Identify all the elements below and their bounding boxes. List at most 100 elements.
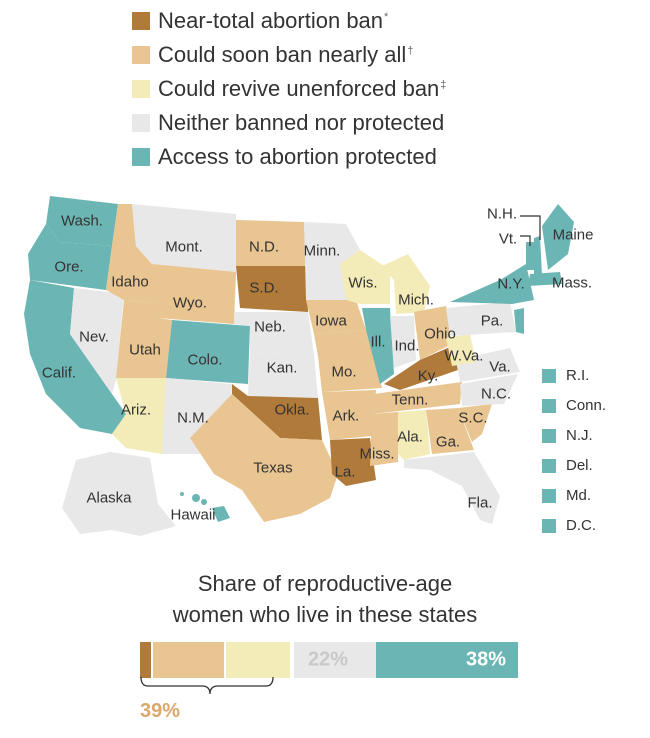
bracket-line <box>140 676 274 695</box>
state-ariz <box>112 378 166 454</box>
label-la: La. <box>334 463 356 481</box>
state-wash <box>46 196 118 246</box>
swatch-could-soon-ban <box>132 46 150 64</box>
swatch-protected <box>132 148 150 166</box>
state-wva <box>446 334 476 366</box>
us-map-shapes <box>24 196 574 536</box>
state-hawaii <box>212 506 230 522</box>
segment-near-total-ban <box>140 642 153 678</box>
swatch-protected <box>542 518 556 533</box>
state-mass <box>528 272 562 286</box>
leader-vt <box>520 235 531 246</box>
share-title-line1: Share of reproductive-age <box>197 571 453 596</box>
label-alaska: Alaska <box>86 489 132 507</box>
protected-percent-label: 38% <box>465 648 506 671</box>
state-miss <box>370 412 398 466</box>
label-va: Va. <box>489 358 511 376</box>
state-hawaii-island <box>201 499 207 505</box>
state-hawaii-island <box>192 494 200 502</box>
label-texas: Texas <box>253 459 293 477</box>
state-la <box>330 438 376 486</box>
label-nd: N.D. <box>249 238 279 256</box>
state-kan <box>248 352 318 398</box>
legend-label: Could soon ban nearly all† <box>158 42 414 67</box>
state-sd <box>236 266 308 312</box>
legend-item-neither: Neither banned nor protected <box>132 106 446 140</box>
label-pa: Pa. <box>480 312 504 330</box>
state-nd <box>236 220 306 266</box>
state-pa <box>446 302 516 336</box>
label-mich: Mich. <box>398 291 434 309</box>
label-miss: Miss. <box>359 445 395 463</box>
label-colo: Colo. <box>187 351 223 369</box>
legend: Near-total abortion ban* Could soon ban … <box>132 4 446 174</box>
share-title: Share of reproductive-age women who live… <box>0 568 650 630</box>
state-neb <box>234 312 314 354</box>
label-ga: Ga. <box>435 433 461 451</box>
label-nh: N.H. <box>487 205 517 223</box>
legend-item-could-revive-ban: Could revive unenforced ban‡ <box>132 72 446 106</box>
state-mo <box>314 330 382 392</box>
swatch-could-revive-ban <box>132 80 150 98</box>
label-sd: S.D. <box>249 279 279 297</box>
legend-item-protected: Access to abortion protected <box>132 140 446 174</box>
small-state-conn: Conn. <box>542 397 606 414</box>
label-okla: Okla. <box>274 401 310 419</box>
label-ala: Ala. <box>397 428 423 446</box>
label-wva: W.Va. <box>444 347 484 365</box>
state-ohio <box>414 306 452 360</box>
small-state-label: Del. <box>566 457 593 474</box>
label-ariz: Ariz. <box>121 401 151 419</box>
legend-label: Could revive unenforced ban‡ <box>158 76 447 101</box>
label-mont: Mont. <box>165 238 203 256</box>
label-vt: Vt. <box>498 230 518 248</box>
swatch-protected <box>542 368 556 383</box>
state-texas <box>190 394 338 522</box>
small-state-ri: R.I. <box>542 367 589 384</box>
label-iowa: Iowa <box>315 312 347 330</box>
label-nm: N.M. <box>177 409 209 427</box>
state-tenn <box>372 382 462 414</box>
small-state-label: Conn. <box>566 397 607 414</box>
swatch-neither <box>132 114 150 132</box>
neither-percent-label: 22% <box>308 648 349 671</box>
legend-label: Access to abortion protected <box>158 144 437 169</box>
small-state-del: Del. <box>542 457 593 474</box>
label-neb: Neb. <box>254 318 286 336</box>
state-wis <box>340 250 390 304</box>
label-minn: Minn. <box>303 242 341 260</box>
state-sc <box>458 404 492 442</box>
label-calif: Calif. <box>41 364 77 382</box>
label-wash: Wash. <box>61 212 103 230</box>
state-nev <box>70 288 124 394</box>
bracket-percent-label: 39% <box>140 700 181 722</box>
label-nc: N.C. <box>481 385 511 403</box>
label-wyo: Wyo. <box>172 294 208 312</box>
share-title-line2: women who live in these states <box>172 602 478 627</box>
state-ark <box>322 390 376 440</box>
small-state-label: D.C. <box>566 517 596 534</box>
state-nc <box>460 374 518 406</box>
small-state-dc: D.C. <box>542 517 596 534</box>
small-state-label: R.I. <box>566 367 590 384</box>
swatch-near-total-ban <box>132 12 150 30</box>
state-maine <box>542 204 574 270</box>
small-state-label: Md. <box>566 487 592 504</box>
state-mich <box>382 254 430 314</box>
us-map: Wash. Ore. Calif. Nev. Idaho Mont. Wyo. … <box>0 184 650 564</box>
label-utah: Utah <box>129 341 161 359</box>
state-fla <box>404 452 500 524</box>
state-utah <box>116 300 172 378</box>
label-ore: Ore. <box>54 258 84 276</box>
segment-could-revive-ban <box>226 642 290 678</box>
label-sc: S.C. <box>458 409 488 427</box>
state-ala <box>398 410 430 460</box>
label-mass: Mass. <box>551 274 593 292</box>
share-bar: 22% 38% <box>140 642 518 678</box>
segment-protected: 38% <box>376 642 518 678</box>
state-ind <box>390 316 416 368</box>
swatch-protected <box>542 428 556 443</box>
label-ny: N.Y. <box>497 275 525 293</box>
small-state-label: N.J. <box>566 427 593 444</box>
legend-label: Near-total abortion ban* <box>158 8 389 33</box>
